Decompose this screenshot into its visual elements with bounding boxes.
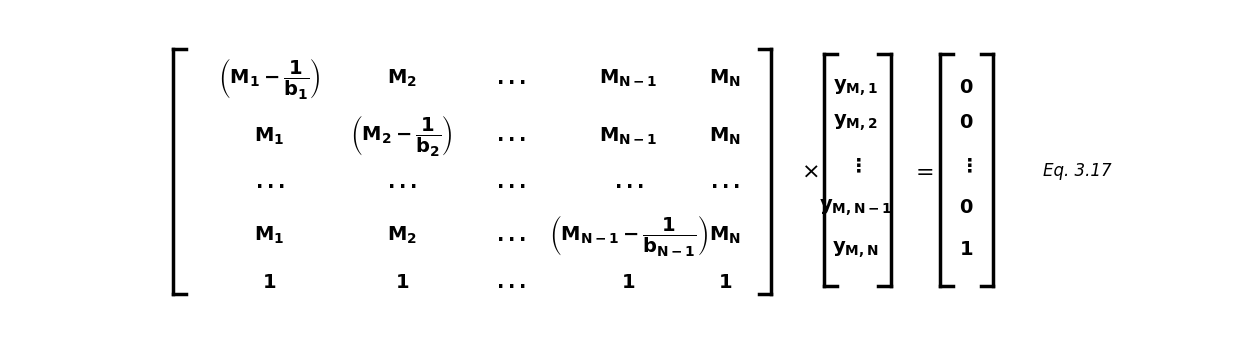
Text: $\mathbf{...}$: $\mathbf{...}$: [496, 174, 525, 193]
Text: $\mathbf{\vdots}$: $\mathbf{\vdots}$: [960, 158, 972, 177]
Text: $=$: $=$: [911, 161, 934, 181]
Text: $\mathbf{...}$: $\mathbf{...}$: [254, 174, 284, 193]
Text: $\mathbf{M_{N-1}}$: $\mathbf{M_{N-1}}$: [599, 125, 657, 146]
Text: $\mathbf{M_2}$: $\mathbf{M_2}$: [387, 224, 417, 246]
Text: $\mathbf{...}$: $\mathbf{...}$: [496, 69, 525, 88]
Text: $\mathbf{...}$: $\mathbf{...}$: [496, 273, 525, 292]
Text: $\mathbf{\vdots}$: $\mathbf{\vdots}$: [848, 158, 862, 177]
Text: Eq. 3.17: Eq. 3.17: [1043, 162, 1112, 180]
Text: $\mathbf{...}$: $\mathbf{...}$: [614, 174, 644, 193]
Text: $\mathbf{M_2}$: $\mathbf{M_2}$: [387, 68, 417, 89]
Text: $\mathbf{M_{N-1}}$: $\mathbf{M_{N-1}}$: [599, 68, 657, 89]
Text: $\mathbf{M_1}$: $\mathbf{M_1}$: [254, 125, 285, 146]
Text: $\mathbf{y_{M,1}}$: $\mathbf{y_{M,1}}$: [833, 78, 878, 98]
Text: $\mathbf{M_N}$: $\mathbf{M_N}$: [708, 68, 741, 89]
Text: $\mathbf{0}$: $\mathbf{0}$: [959, 78, 974, 97]
Text: $\times$: $\times$: [801, 161, 819, 181]
Text: $\mathbf{1}$: $\mathbf{1}$: [263, 273, 276, 292]
Text: $\mathbf{1}$: $\mathbf{1}$: [395, 273, 408, 292]
Text: $\mathbf{...}$: $\mathbf{...}$: [496, 126, 525, 145]
Text: $\mathbf{y_{M,N}}$: $\mathbf{y_{M,N}}$: [832, 239, 879, 260]
Text: $\mathbf{1}$: $\mathbf{1}$: [718, 273, 732, 292]
Text: $\mathbf{1}$: $\mathbf{1}$: [621, 273, 635, 292]
Text: $\mathbf{M_N}$: $\mathbf{M_N}$: [708, 224, 741, 246]
Text: $\mathbf{0}$: $\mathbf{0}$: [959, 114, 974, 133]
Text: $\mathbf{\left(M_{N-1} - \dfrac{1}{b_{N-1}}\right)}$: $\mathbf{\left(M_{N-1} - \dfrac{1}{b_{N-…: [549, 213, 708, 258]
Text: $\mathbf{y_{M,2}}$: $\mathbf{y_{M,2}}$: [833, 113, 878, 133]
Text: $\mathbf{...}$: $\mathbf{...}$: [710, 174, 740, 193]
Text: $\mathbf{\left(M_2 - \dfrac{1}{b_2}\right)}$: $\mathbf{\left(M_2 - \dfrac{1}{b_2}\righ…: [350, 114, 453, 158]
Text: $\mathbf{M_1}$: $\mathbf{M_1}$: [254, 224, 285, 246]
Text: $\mathbf{...}$: $\mathbf{...}$: [387, 174, 417, 193]
Text: $\mathbf{\left(M_1 - \dfrac{1}{b_1}\right)}$: $\mathbf{\left(M_1 - \dfrac{1}{b_1}\righ…: [218, 56, 321, 101]
Text: $\mathbf{0}$: $\mathbf{0}$: [959, 198, 974, 217]
Text: $\mathbf{y_{M,N-1}}$: $\mathbf{y_{M,N-1}}$: [819, 198, 891, 218]
Text: $\mathbf{M_N}$: $\mathbf{M_N}$: [708, 125, 741, 146]
Text: $\mathbf{...}$: $\mathbf{...}$: [496, 226, 525, 245]
Text: $\mathbf{1}$: $\mathbf{1}$: [959, 240, 974, 259]
